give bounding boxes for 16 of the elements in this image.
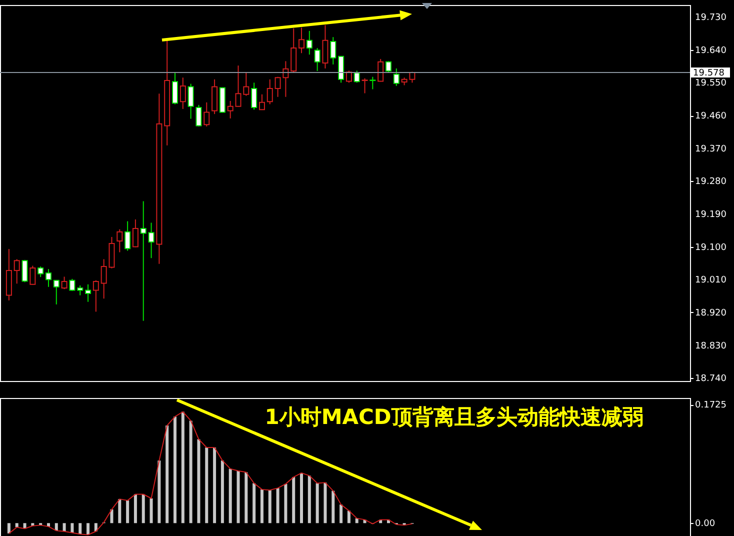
y-tick-label: 18.830 [695,341,727,352]
y-tick-label: 19.190 [695,210,727,220]
y-tick-label: 19.460 [695,112,727,122]
y-tick-label: 19.730 [695,13,727,24]
y-tick-label: 0.00 [695,519,716,530]
y-tick-label: 19.370 [695,144,727,154]
y-tick-label: 19.640 [695,46,727,56]
annotation: 1小时MACD顶背离且多头动能快速减弱 [264,405,644,429]
y-tick-label: 19.010 [695,276,727,286]
ref-line-label: 19.578 [693,68,725,78]
y-tick-label: 18.740 [695,374,727,384]
y-tick-label: 18.920 [695,308,727,318]
y-tick-label: 19.550 [695,78,727,89]
y-tick-label: 19.100 [695,242,727,253]
y-tick-label: 19.280 [695,177,727,188]
y-tick-label: 0.1725 [695,400,726,411]
